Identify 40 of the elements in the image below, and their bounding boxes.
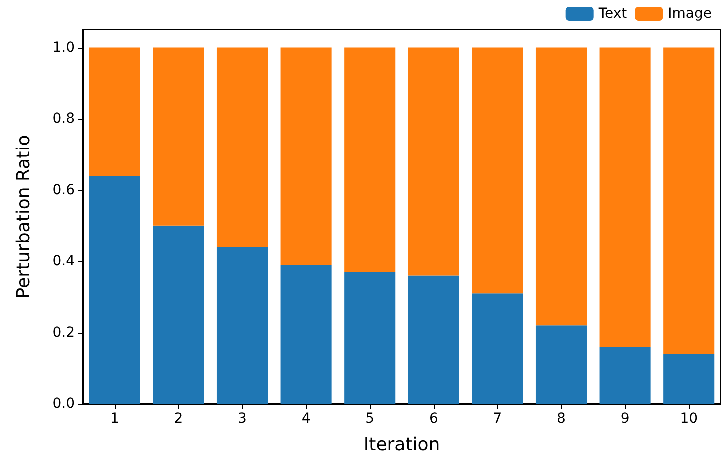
bar [216,48,268,248]
x-tick-label: 2 [174,411,184,427]
x-tick-label: 3 [238,411,247,427]
bar [408,276,460,404]
x-tick-label: 10 [680,411,698,427]
bar [153,48,204,226]
y-tick-label: 1.0 [52,40,75,56]
bar [344,48,396,272]
x-tick-label: 1 [110,411,120,427]
bar [536,48,588,326]
bar [536,326,588,404]
x-tick-label: 7 [493,411,502,427]
legend-label: Image [668,6,712,22]
x-tick-label: 5 [366,411,375,427]
bar [664,354,715,404]
y-tick-label: 0.6 [52,182,76,198]
bar [600,48,651,348]
legend-label: Text [598,6,628,22]
x-axis-title: Iteration [364,434,440,456]
y-tick-label: 0.4 [52,254,76,270]
bar [472,294,524,404]
x-tick-label: 6 [429,411,438,427]
bar [153,226,204,404]
bar [472,48,524,294]
bar [280,48,332,266]
bar [408,48,460,276]
y-tick-label: 0.0 [52,396,75,412]
bar [216,247,268,404]
y-axis-title: Perturbation Ratio [14,135,34,299]
y-tick-label: 0.2 [52,324,75,341]
x-tick-label: 4 [302,411,311,427]
x-tick-label: 9 [620,411,630,427]
bar [664,48,715,354]
bar [89,48,140,176]
x-tick-label: 8 [557,411,566,427]
bar [344,272,396,404]
bar [89,176,140,404]
y-tick-label: 0.8 [52,111,75,128]
bar [280,265,332,404]
bar [600,347,651,404]
